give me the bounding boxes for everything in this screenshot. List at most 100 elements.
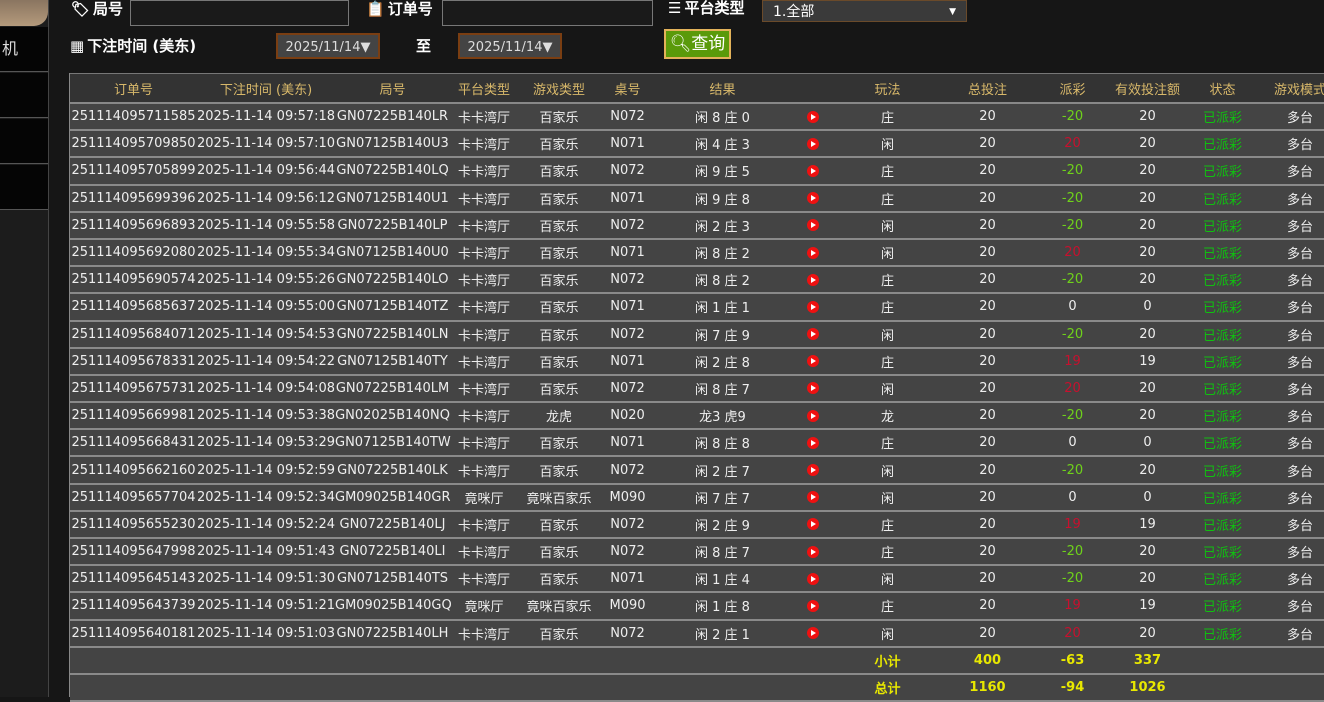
play-video-icon[interactable]: [806, 491, 819, 504]
play-video-icon[interactable]: [806, 300, 819, 313]
video-cell[interactable]: [790, 238, 835, 268]
platform-select[interactable]: 1.全部 ▼: [762, 0, 967, 22]
table-no-cell: N072: [600, 320, 655, 349]
total-bet-cell: 20: [940, 184, 1035, 213]
table-row[interactable]: 251114095662160 2025-11-14 09:52:59 GN0722…: [70, 456, 1324, 485]
video-cell[interactable]: [790, 211, 835, 240]
table-no-cell: N020: [600, 402, 655, 431]
video-cell[interactable]: [790, 347, 835, 376]
table-row[interactable]: 251114095645143 2025-11-14 09:51:30 GN0712…: [70, 565, 1324, 594]
table-row[interactable]: 251114095709850 2025-11-14 09:57:10 GN0712…: [70, 130, 1324, 159]
play-video-icon[interactable]: [806, 627, 819, 640]
search-icon: 🔍︎: [669, 34, 692, 54]
video-cell[interactable]: [790, 130, 835, 159]
video-cell[interactable]: [790, 565, 835, 594]
sidebar-item[interactable]: 机: [0, 27, 48, 72]
table-row[interactable]: 251114095705899 2025-11-14 09:56:44 GN0722…: [70, 157, 1324, 186]
table-row[interactable]: 251114095643739 2025-11-14 09:51:21 GM0902…: [70, 592, 1324, 621]
table-row[interactable]: 251114095675731 2025-11-14 09:54:08 GN0722…: [70, 374, 1324, 404]
payout-cell: 20: [1035, 619, 1110, 648]
game-mode-cell: 多台: [1260, 184, 1324, 213]
video-cell[interactable]: [790, 184, 835, 213]
table-row[interactable]: 251114095647998 2025-11-14 09:51:43 GN0722…: [70, 538, 1324, 567]
table-row[interactable]: 251114095669981 2025-11-14 09:53:38 GN0202…: [70, 402, 1324, 431]
play-video-icon[interactable]: [806, 518, 819, 531]
video-cell[interactable]: [790, 592, 835, 621]
date-from-picker[interactable]: 2025/11/14▼: [276, 33, 380, 59]
table-no-cell: N072: [600, 538, 655, 567]
table-row[interactable]: 251114095690574 2025-11-14 09:55:26 GN0722…: [70, 266, 1324, 295]
dropdown-arrow-icon: ▼: [949, 7, 956, 17]
video-cell[interactable]: [790, 266, 835, 295]
game-mode-cell: 多台: [1260, 293, 1324, 322]
table-no-cell: N072: [600, 619, 655, 648]
video-cell[interactable]: [790, 456, 835, 485]
video-cell[interactable]: [790, 293, 835, 322]
video-cell[interactable]: [790, 320, 835, 349]
status-cell: 已派彩: [1185, 266, 1260, 295]
bet-time-cell: 2025-11-14 09:57:18: [197, 103, 335, 132]
play-video-icon[interactable]: [806, 572, 819, 585]
table-no-cell: N071: [600, 347, 655, 376]
platform-cell: 卡卡湾厅: [450, 184, 518, 213]
video-cell[interactable]: [790, 374, 835, 404]
video-cell[interactable]: [790, 402, 835, 431]
sidebar-item[interactable]: [0, 73, 48, 118]
date-to-picker[interactable]: 2025/11/14▼: [458, 33, 562, 59]
play-video-icon[interactable]: [806, 164, 819, 177]
table-row[interactable]: 251114095668431 2025-11-14 09:53:29 GN0712…: [70, 429, 1324, 458]
platform-cell: 竟咪厅: [450, 592, 518, 621]
table-row[interactable]: 251114095711585 2025-11-14 09:57:18 GN0722…: [70, 103, 1324, 132]
result-cell: 闲 8 庄 7: [655, 538, 790, 567]
table-row[interactable]: 251114095685637 2025-11-14 09:55:00 GN0712…: [70, 293, 1324, 322]
video-cell[interactable]: [790, 483, 835, 512]
video-cell[interactable]: [790, 157, 835, 186]
video-cell[interactable]: [790, 103, 835, 132]
query-button[interactable]: 🔍︎查询: [664, 29, 731, 59]
play-video-icon[interactable]: [806, 545, 819, 558]
platform-cell: 卡卡湾厅: [450, 211, 518, 240]
video-cell[interactable]: [790, 510, 835, 540]
column-header: 游戏类型: [518, 73, 600, 104]
play-video-icon[interactable]: [806, 436, 819, 449]
play-video-icon[interactable]: [806, 328, 819, 341]
table-row[interactable]: 251114095696893 2025-11-14 09:55:58 GN0722…: [70, 211, 1324, 240]
play-video-icon[interactable]: [806, 599, 819, 612]
table-row[interactable]: 251114095657704 2025-11-14 09:52:34 GM0902…: [70, 483, 1324, 512]
status-cell: 已派彩: [1185, 402, 1260, 431]
video-cell[interactable]: [790, 429, 835, 458]
sidebar-item[interactable]: [0, 165, 48, 210]
play-video-icon[interactable]: [806, 219, 819, 232]
play-video-icon[interactable]: [806, 110, 819, 123]
game-mode-cell: 多台: [1260, 103, 1324, 132]
table-row[interactable]: 251114095678331 2025-11-14 09:54:22 GN0712…: [70, 347, 1324, 376]
play-video-icon[interactable]: [806, 355, 819, 368]
order-id-cell: 251114095668431: [70, 429, 197, 458]
sidebar-item[interactable]: [0, 119, 48, 164]
bet-time-cell: 2025-11-14 09:55:34: [197, 238, 335, 268]
play-video-icon[interactable]: [806, 409, 819, 422]
play-video-icon[interactable]: [806, 137, 819, 150]
bet-time-cell: 2025-11-14 09:53:38: [197, 402, 335, 431]
play-video-icon[interactable]: [806, 246, 819, 259]
table-row[interactable]: 251114095684071 2025-11-14 09:54:53 GN0722…: [70, 320, 1324, 349]
table-row[interactable]: 251114095640181 2025-11-14 09:51:03 GN0722…: [70, 619, 1324, 648]
video-cell[interactable]: [790, 619, 835, 648]
play-video-icon[interactable]: [806, 273, 819, 286]
order-input[interactable]: [442, 0, 653, 26]
order-id-cell: 251114095690574: [70, 266, 197, 295]
order-id-cell: 251114095699396: [70, 184, 197, 213]
round-input[interactable]: [130, 0, 349, 26]
play-video-icon[interactable]: [806, 192, 819, 205]
game-type-cell: 竟咪百家乐: [518, 483, 600, 512]
table-row[interactable]: 251114095655230 2025-11-14 09:52:24 GN0722…: [70, 510, 1324, 540]
table-row[interactable]: 251114095699396 2025-11-14 09:56:12 GN0712…: [70, 184, 1324, 213]
play-video-icon[interactable]: [806, 464, 819, 477]
platform-cell: 卡卡湾厅: [450, 429, 518, 458]
bet-type-cell: 庄: [835, 103, 940, 132]
total-bet-cell: 20: [940, 157, 1035, 186]
play-video-icon[interactable]: [806, 382, 819, 395]
table-row[interactable]: 251114095692080 2025-11-14 09:55:34 GN0712…: [70, 238, 1324, 268]
video-cell[interactable]: [790, 538, 835, 567]
clipboard-icon: 📋: [366, 0, 385, 18]
